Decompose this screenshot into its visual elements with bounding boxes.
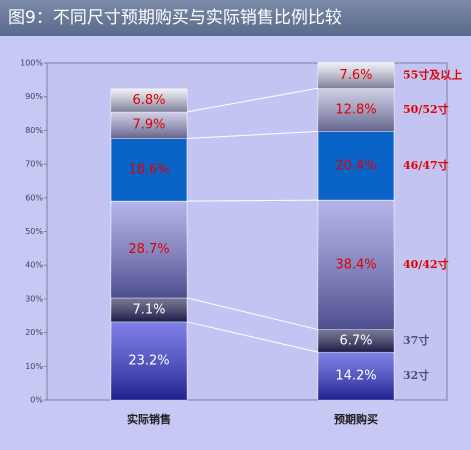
value-label: 7.1%	[132, 302, 165, 317]
segment-shade	[318, 200, 394, 330]
value-label: 7.9%	[132, 118, 165, 133]
legend-label: 50/52寸	[403, 102, 449, 116]
value-label: 6.7%	[339, 333, 372, 348]
segment-shade	[111, 321, 187, 400]
legend-label: 32寸	[403, 368, 429, 382]
y-tick-label: 40%	[25, 261, 43, 270]
title-bar	[0, 0, 471, 36]
legend-label: 46/47寸	[403, 158, 449, 172]
segment-shade	[111, 88, 187, 112]
value-label: 28.7%	[128, 242, 169, 257]
value-label: 18.6%	[128, 162, 169, 177]
segment-shade	[111, 111, 187, 139]
y-tick-label: 30%	[25, 294, 43, 303]
value-label: 23.2%	[128, 353, 169, 368]
connector	[186, 199, 319, 202]
legend-label: 40/42寸	[403, 257, 449, 271]
segment-shade	[318, 62, 394, 89]
y-tick-label: 0%	[30, 396, 43, 405]
value-label: 6.8%	[132, 93, 165, 108]
value-label: 12.8%	[335, 102, 376, 117]
chart-title: 图9：不同尺寸预期购买与实际销售比例比较	[8, 8, 342, 28]
x-tick-label: 实际销售	[127, 412, 171, 426]
legend-label: 37寸	[403, 333, 429, 347]
y-tick-label: 80%	[25, 126, 43, 135]
segment-shade	[111, 297, 187, 322]
y-tick-label: 20%	[25, 328, 43, 337]
y-tick-label: 50%	[25, 227, 43, 236]
y-tick-label: 10%	[25, 362, 43, 371]
value-label: 14.2%	[335, 369, 376, 384]
value-label: 7.6%	[339, 68, 372, 83]
connector	[186, 130, 319, 139]
segment-shade	[318, 88, 394, 132]
value-label: 38.4%	[335, 257, 376, 272]
connector	[186, 297, 319, 331]
segment-shade	[318, 352, 394, 400]
bar-segment	[110, 138, 188, 202]
segment-shade	[318, 329, 394, 353]
value-label: 20.4%	[335, 158, 376, 173]
connector	[186, 87, 319, 113]
legend-label: 55寸及以上	[403, 67, 462, 81]
connector	[186, 321, 319, 353]
bar-segment	[317, 131, 395, 201]
y-tick-label: 100%	[20, 59, 43, 68]
segment-shade	[111, 201, 187, 298]
y-tick-label: 60%	[25, 193, 43, 202]
x-tick-label: 预期购买	[334, 412, 378, 426]
y-tick-label: 90%	[25, 92, 43, 101]
y-tick-label: 70%	[25, 160, 43, 169]
